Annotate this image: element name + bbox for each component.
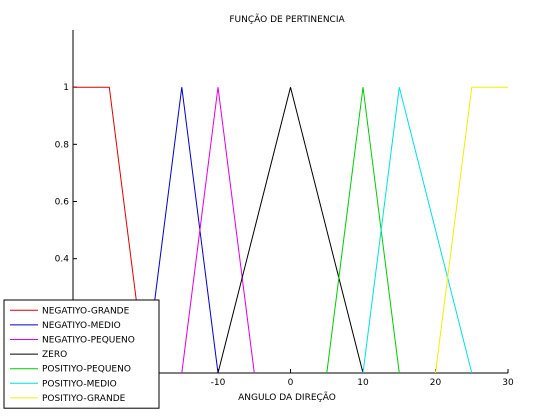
x-axis-label: ANGULO DA DIREÇÃO xyxy=(238,392,336,403)
legend-entry-label: POSITIYO-GRANDE xyxy=(42,394,126,404)
series-line-positiyo-grande xyxy=(435,86,508,374)
y-tick-label: 0.4 xyxy=(55,255,70,265)
y-tick-label: 0.8 xyxy=(55,140,70,150)
x-tick-label: 20 xyxy=(430,378,442,388)
series-lines xyxy=(73,86,508,374)
x-tick-label: -10 xyxy=(211,378,226,388)
series-line-positiyo-pequeno xyxy=(326,87,400,374)
series-line-zero xyxy=(217,87,364,374)
legend-entry-label: NEGATIYO-GRANDE xyxy=(42,306,130,316)
x-tick-label: 10 xyxy=(357,378,369,388)
legend-entry-label: POSITIYO-MEDIO xyxy=(42,379,117,389)
legend-entry-label: ZERO xyxy=(42,350,67,360)
chart-title: FUNÇÃO DE PERTINENCIA xyxy=(229,14,345,25)
x-tick-label: 0 xyxy=(288,378,294,388)
legend-entry-label: POSITIYO-PEQUENO xyxy=(42,365,131,375)
series-line-negatiyo-pequeno xyxy=(181,87,255,374)
series-line-negatiyo-grande xyxy=(73,86,146,374)
series-line-negatiyo-medio xyxy=(145,87,219,374)
legend-entry-label: NEGATIYO-PEQUENO xyxy=(42,336,135,346)
y-tick-label: 1 xyxy=(63,83,69,93)
x-tick-label: 30 xyxy=(502,378,514,388)
series-line-positiyo-medio xyxy=(362,87,473,374)
legend: NEGATIYO-GRANDE NEGATIYO-MEDIO NEGATIYO-PE… xyxy=(3,299,160,409)
y-tick-label: 0.6 xyxy=(55,198,70,208)
legend-entry-label: NEGATIYO-MEDIO xyxy=(42,321,121,331)
axis-ticks: 0.4 0.6 0.8 1 -10 0 10 20 30 xyxy=(55,83,514,388)
